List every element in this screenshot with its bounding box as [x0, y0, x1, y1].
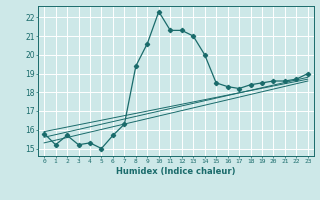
X-axis label: Humidex (Indice chaleur): Humidex (Indice chaleur) — [116, 167, 236, 176]
